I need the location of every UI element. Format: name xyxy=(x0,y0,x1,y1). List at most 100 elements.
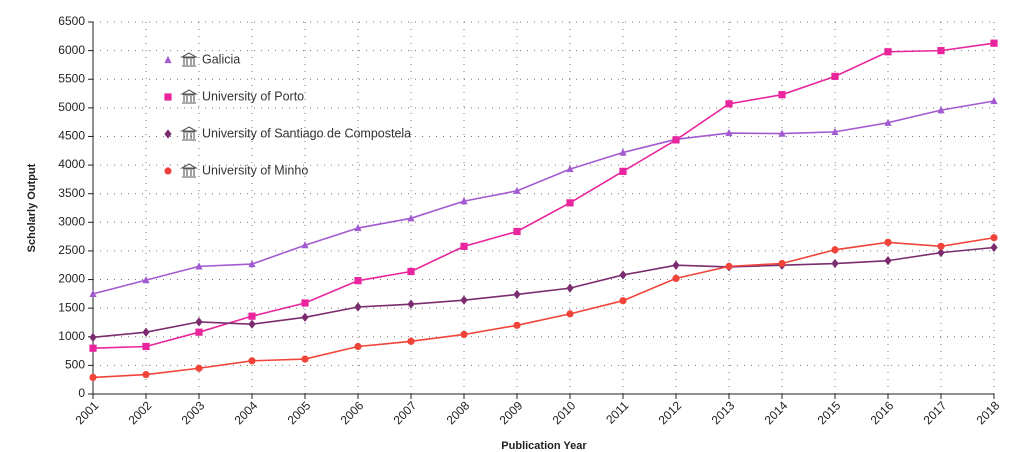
legend-item: University of Santiago de Compostela xyxy=(164,126,411,141)
legend-item: University of Porto xyxy=(164,89,304,104)
y-axis-title: Scholarly Output xyxy=(26,163,38,252)
y-tick-label: 5500 xyxy=(58,71,85,85)
data-point xyxy=(407,337,415,345)
x-tick-label: 2011 xyxy=(603,398,631,426)
legend-icon xyxy=(179,126,199,141)
x-tick-label: 2015 xyxy=(815,398,844,427)
data-point xyxy=(990,234,998,242)
y-tick-label: 500 xyxy=(65,358,85,372)
data-point xyxy=(407,214,415,222)
data-point xyxy=(354,302,362,312)
data-point xyxy=(354,342,362,351)
x-tick-label: 2008 xyxy=(444,398,473,427)
data-point xyxy=(195,364,203,372)
data-point xyxy=(89,373,97,382)
legend-marker xyxy=(164,55,172,64)
data-point xyxy=(619,270,627,280)
legend-label: University of Minho xyxy=(202,163,308,177)
data-point xyxy=(778,129,786,137)
legend-label: Galicia xyxy=(202,52,240,66)
legend-icon xyxy=(179,89,199,104)
data-point xyxy=(672,136,680,144)
data-point xyxy=(831,258,839,269)
data-point xyxy=(460,197,468,205)
data-point xyxy=(142,327,150,337)
data-point xyxy=(566,283,574,293)
data-point xyxy=(248,312,256,320)
legend-label: University of Santiago de Compostela xyxy=(202,126,411,140)
y-tick-label: 2500 xyxy=(58,243,85,257)
legend-item: University of Minho xyxy=(164,163,308,178)
y-tick-label: 4500 xyxy=(58,129,85,143)
data-point xyxy=(725,128,733,137)
data-point xyxy=(937,47,945,55)
data-point xyxy=(248,319,256,329)
series-line xyxy=(92,100,995,295)
data-point xyxy=(89,332,97,342)
x-axis-title: Publication Year xyxy=(501,440,587,452)
data-point xyxy=(407,299,415,309)
data-point xyxy=(354,277,362,285)
data-point xyxy=(884,238,892,246)
y-tick-label: 4000 xyxy=(58,157,85,171)
data-point xyxy=(460,242,468,250)
data-point xyxy=(195,317,203,327)
data-point xyxy=(831,246,839,254)
y-tick-label: 1000 xyxy=(58,329,85,343)
data-point xyxy=(725,262,733,270)
data-point xyxy=(566,310,574,318)
x-tick-label: 2018 xyxy=(974,398,1003,427)
x-tick-label: 2006 xyxy=(338,398,367,427)
legend-icon xyxy=(179,52,199,67)
y-tick-label: 1500 xyxy=(58,300,85,314)
data-point xyxy=(725,100,733,108)
data-point xyxy=(990,39,998,47)
data-point xyxy=(672,260,680,270)
data-point xyxy=(248,259,256,268)
y-tick-label: 6000 xyxy=(58,43,85,57)
data-point xyxy=(778,91,786,99)
legend-icon xyxy=(179,163,199,178)
data-point xyxy=(566,164,574,173)
x-tick-label: 2003 xyxy=(179,398,208,427)
y-tick-label: 3000 xyxy=(58,214,85,228)
data-point xyxy=(195,328,203,336)
series-line xyxy=(92,246,995,339)
data-point xyxy=(354,223,362,232)
x-tick-label: 2005 xyxy=(285,398,314,427)
y-tick-label: 0 xyxy=(78,386,85,400)
data-point xyxy=(831,127,839,135)
data-point xyxy=(513,186,521,194)
y-tick-label: 5000 xyxy=(58,100,85,114)
series-line xyxy=(92,236,995,379)
data-point xyxy=(89,344,97,352)
data-point xyxy=(619,148,627,156)
legend-label: University of Porto xyxy=(202,89,304,103)
data-point xyxy=(142,276,150,284)
data-point xyxy=(672,274,680,282)
data-point xyxy=(990,96,998,105)
legend-marker xyxy=(164,129,172,139)
data-point xyxy=(460,330,468,339)
data-point xyxy=(884,256,892,266)
data-point xyxy=(301,312,309,322)
data-point xyxy=(990,242,998,253)
data-point xyxy=(460,295,468,305)
x-tick-label: 2002 xyxy=(126,398,155,427)
data-point xyxy=(407,267,415,276)
y-tick-label: 3500 xyxy=(58,186,85,200)
x-tick-label: 2012 xyxy=(656,398,685,427)
legend-item: Galicia xyxy=(164,52,240,67)
x-tick-label: 2013 xyxy=(709,398,738,427)
series-line xyxy=(92,42,995,350)
x-tick-label: 2007 xyxy=(391,398,420,427)
data-point xyxy=(142,342,150,351)
data-point xyxy=(195,262,203,270)
data-point xyxy=(513,289,521,300)
data-point xyxy=(884,118,892,126)
x-tick-label: 2001 xyxy=(73,398,102,427)
data-point xyxy=(778,259,786,268)
data-point xyxy=(301,299,309,307)
data-point xyxy=(513,227,521,236)
